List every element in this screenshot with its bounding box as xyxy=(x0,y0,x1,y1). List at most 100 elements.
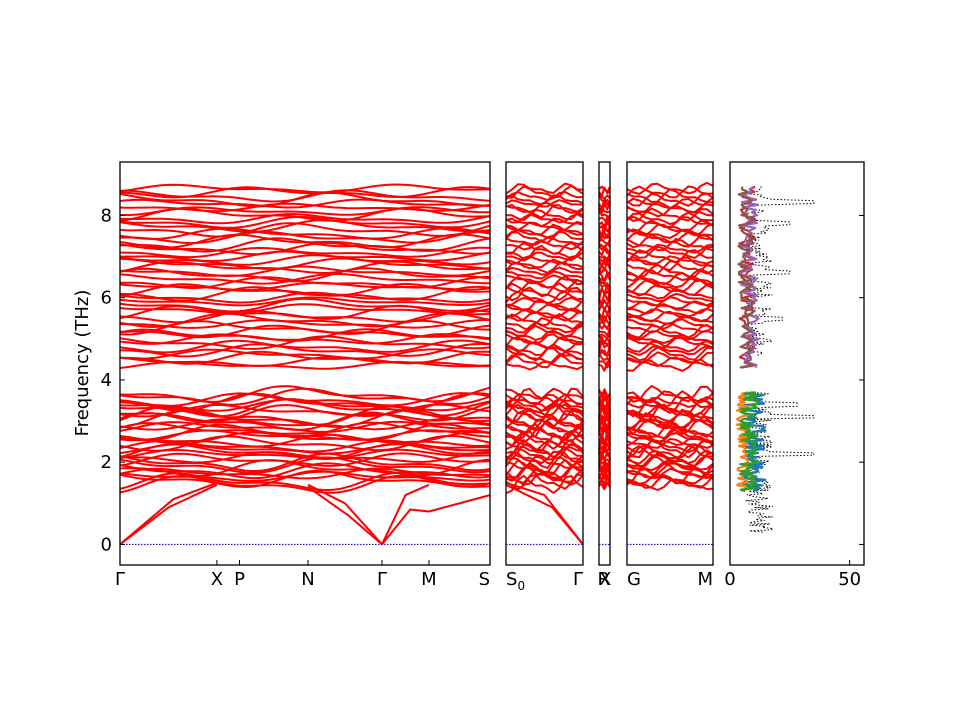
band-line xyxy=(119,404,491,423)
band-line xyxy=(119,297,491,313)
x-tick-label: N xyxy=(301,569,314,590)
band-line xyxy=(119,392,491,407)
band-line xyxy=(119,267,491,283)
band-line xyxy=(626,272,714,286)
acoustic-branch xyxy=(119,481,218,546)
band-line xyxy=(119,219,491,233)
band-line xyxy=(626,211,714,226)
band-line xyxy=(598,395,611,410)
band-line xyxy=(119,452,491,467)
dos-curves xyxy=(735,185,815,533)
band-line xyxy=(505,199,584,208)
band-line xyxy=(626,263,714,279)
band-line xyxy=(626,329,714,341)
band-line xyxy=(505,402,584,413)
band-line xyxy=(119,470,491,482)
band-line xyxy=(505,213,584,224)
band-line xyxy=(626,185,714,199)
band-line xyxy=(119,348,491,360)
band-line xyxy=(626,255,714,265)
band-line xyxy=(119,202,491,213)
x-tick-label: M xyxy=(697,569,713,590)
band-line xyxy=(626,231,714,244)
band-line xyxy=(505,393,584,411)
band-line xyxy=(119,285,491,302)
band-line xyxy=(505,258,584,269)
band-line xyxy=(505,455,584,474)
dos-projected-curve xyxy=(737,186,755,369)
band-line xyxy=(626,351,714,364)
band-line xyxy=(119,296,491,307)
band-line xyxy=(598,343,611,358)
band-line xyxy=(598,391,611,406)
band-line xyxy=(598,334,611,344)
panel-frame xyxy=(119,161,491,566)
y-tick-label: 6 xyxy=(101,288,112,309)
acoustic-branch xyxy=(381,494,491,546)
panel-frame xyxy=(505,161,584,566)
band-line xyxy=(119,303,491,315)
x-tick-label: M xyxy=(421,569,437,590)
band-line xyxy=(505,423,583,442)
y-tick-label: 2 xyxy=(101,452,112,473)
band-line xyxy=(119,198,491,209)
dos-x-tick-label: 0 xyxy=(724,569,735,590)
band-line xyxy=(626,344,714,356)
band-line xyxy=(626,336,714,349)
band-line xyxy=(505,270,584,280)
band-line xyxy=(505,450,584,465)
acoustic-branch xyxy=(119,483,218,546)
band-line xyxy=(505,251,584,262)
x-tick-label: R xyxy=(597,569,610,590)
band-line xyxy=(119,265,491,277)
band-line xyxy=(505,194,584,206)
band-line xyxy=(119,469,491,488)
band-line xyxy=(598,276,611,289)
band-line xyxy=(119,420,490,433)
band-line xyxy=(119,456,491,474)
band-line xyxy=(626,323,714,339)
band-line xyxy=(626,197,714,210)
y-tick-label: 8 xyxy=(101,205,112,226)
band-line xyxy=(505,417,584,432)
band-line xyxy=(626,181,714,195)
y-tick-label: 0 xyxy=(101,534,112,555)
band-line xyxy=(505,244,584,260)
band-line xyxy=(598,467,611,483)
panel-frame xyxy=(598,161,611,566)
dos-total-curve xyxy=(744,391,815,533)
y-axis-label: Frequency (THz) xyxy=(72,290,93,437)
dos-projected-curve xyxy=(739,391,760,493)
band-line xyxy=(598,214,611,226)
band-line xyxy=(626,237,714,252)
band-line xyxy=(505,313,584,327)
band-line xyxy=(505,236,584,246)
band-line xyxy=(505,333,584,345)
x-tick-label: S0 xyxy=(506,569,525,593)
band-line xyxy=(505,387,584,407)
band-line xyxy=(598,351,611,364)
band-line xyxy=(505,397,584,412)
acoustic-branch xyxy=(307,483,383,546)
band-line xyxy=(505,184,584,199)
band-line xyxy=(505,266,584,276)
band-line xyxy=(505,208,584,222)
band-line xyxy=(505,447,583,461)
band-line xyxy=(626,243,714,254)
band-line xyxy=(626,396,714,414)
band-line xyxy=(119,392,491,412)
band-line xyxy=(505,434,584,452)
band-line xyxy=(598,186,611,197)
acoustic-branch xyxy=(307,486,383,546)
band-line xyxy=(598,340,611,352)
band-line xyxy=(626,249,714,264)
x-tick-label: G xyxy=(627,569,641,590)
band-line xyxy=(598,388,611,400)
band-line xyxy=(119,222,491,238)
band-line xyxy=(598,414,611,424)
band-line xyxy=(598,202,611,214)
band-line xyxy=(505,360,584,371)
band-line xyxy=(626,192,714,207)
band-line xyxy=(119,227,491,240)
panel-frame xyxy=(626,161,714,566)
